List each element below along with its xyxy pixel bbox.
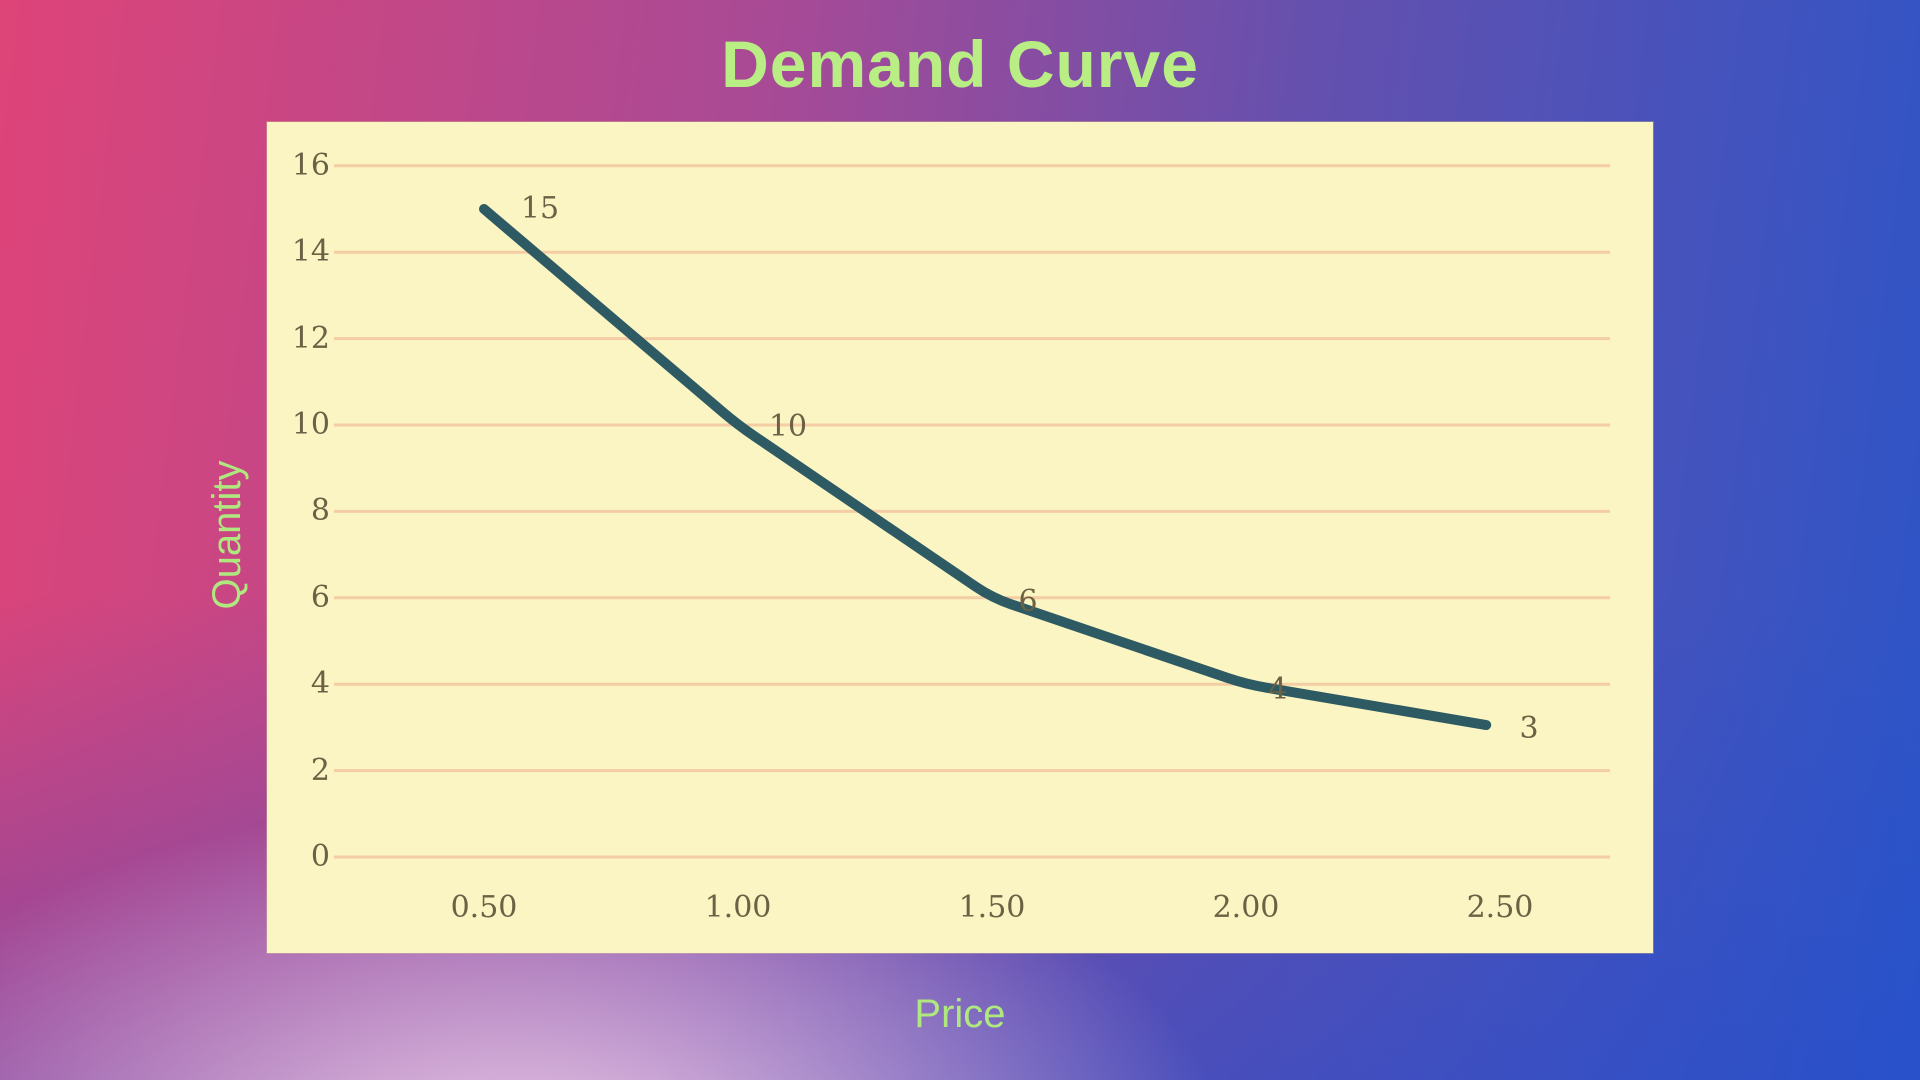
data-label: 4	[1268, 672, 1288, 708]
x-tick-label: 2.50	[1466, 890, 1534, 925]
x-tick-label: 1.00	[704, 890, 772, 925]
x-tick-label: 0.50	[450, 890, 518, 925]
x-axis-title: Price	[914, 992, 1006, 1036]
data-label: 6	[1018, 583, 1038, 619]
y-tick-label: 6	[310, 579, 330, 615]
data-label: 3	[1519, 711, 1539, 747]
x-tick-label: 1.50	[958, 890, 1026, 925]
demand-line	[479, 204, 1492, 731]
plot-area	[334, 164, 1610, 859]
y-tick-label: 14	[291, 234, 330, 270]
chart-panel: 0 2 4 6 8 10 12 14 16 0.50 1.00 1.50 2.00 2.50 15 10 6…	[267, 122, 1653, 953]
y-axis-title: Quantity	[205, 460, 249, 610]
x-tick-label: 2.00	[1212, 890, 1280, 925]
y-tick-label: 16	[291, 147, 330, 183]
y-tick-label: 8	[310, 493, 330, 529]
data-label: 10	[768, 409, 808, 444]
y-tick-label: 4	[310, 666, 330, 702]
y-tick-label: 12	[291, 320, 330, 356]
y-tick-label: 0	[310, 839, 330, 874]
chart-title: Demand Curve	[721, 27, 1199, 101]
data-label: 15	[520, 191, 560, 226]
y-tick-label: 2	[310, 752, 330, 788]
y-tick-label: 10	[291, 407, 330, 442]
